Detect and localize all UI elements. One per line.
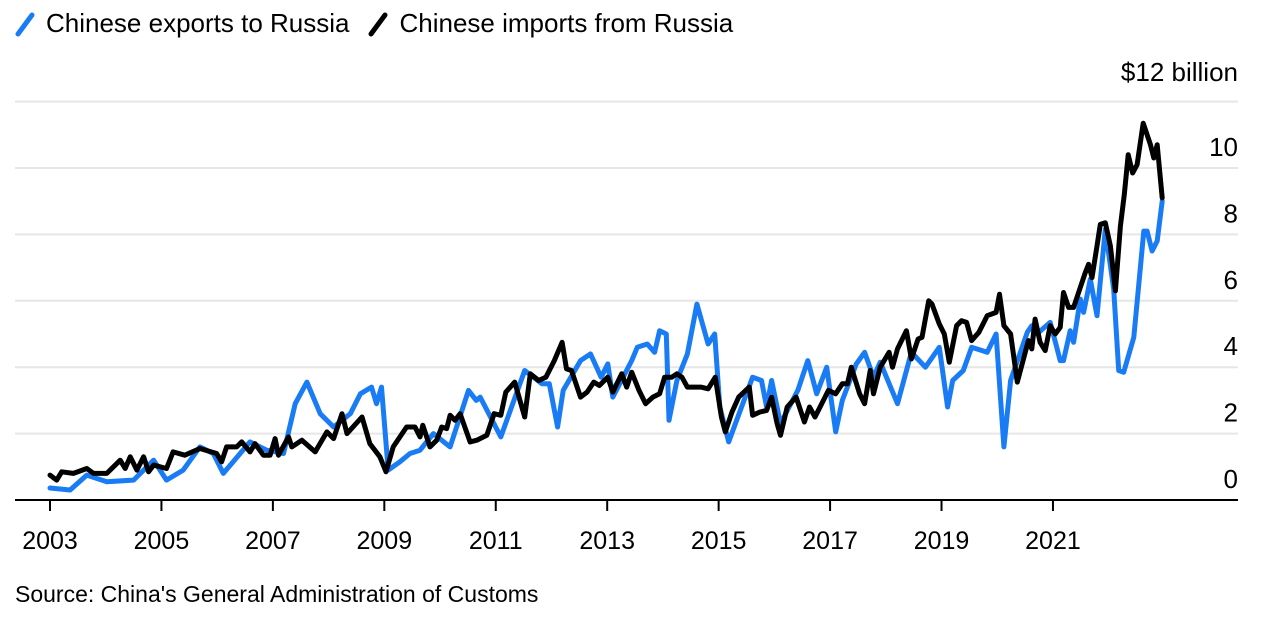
x-tick-label: 2017	[802, 527, 858, 555]
x-tick-label: 2015	[691, 527, 747, 555]
y-tick-label: 8	[1224, 198, 1238, 228]
x-tick-label: 2007	[245, 527, 301, 555]
series-line-exports	[47, 198, 1165, 493]
x-tick-label: 2019	[914, 527, 970, 555]
legend-swatch-exports	[15, 12, 35, 36]
y-tick-label: 4	[1224, 331, 1238, 361]
x-tick-label: 2005	[134, 527, 190, 555]
source-note: Source: China's General Administration o…	[15, 581, 539, 607]
series-line-imports	[47, 120, 1165, 483]
y-tick-label: 6	[1224, 265, 1238, 295]
x-tick-label: 2009	[357, 527, 413, 555]
y-tick-label: 0	[1224, 464, 1238, 494]
y-axis-unit-label: $12 billion	[1120, 57, 1238, 87]
legend-item-imports: Chinese imports from Russia	[367, 8, 733, 39]
legend-label-imports: Chinese imports from Russia	[399, 8, 734, 38]
x-tick-label: 2011	[469, 527, 523, 555]
legend-swatch-imports	[368, 12, 388, 36]
chart-legend: Chinese exports to Russia Chinese import…	[14, 8, 751, 39]
x-tick-label: 2003	[22, 527, 78, 555]
legend-item-exports: Chinese exports to Russia	[14, 8, 349, 39]
legend-label-exports: Chinese exports to Russia	[46, 8, 350, 38]
x-tick-label: 2021	[1025, 527, 1081, 555]
y-tick-label: 10	[1209, 132, 1238, 162]
y-tick-label: 2	[1224, 398, 1238, 428]
x-tick-label: 2013	[579, 527, 635, 555]
